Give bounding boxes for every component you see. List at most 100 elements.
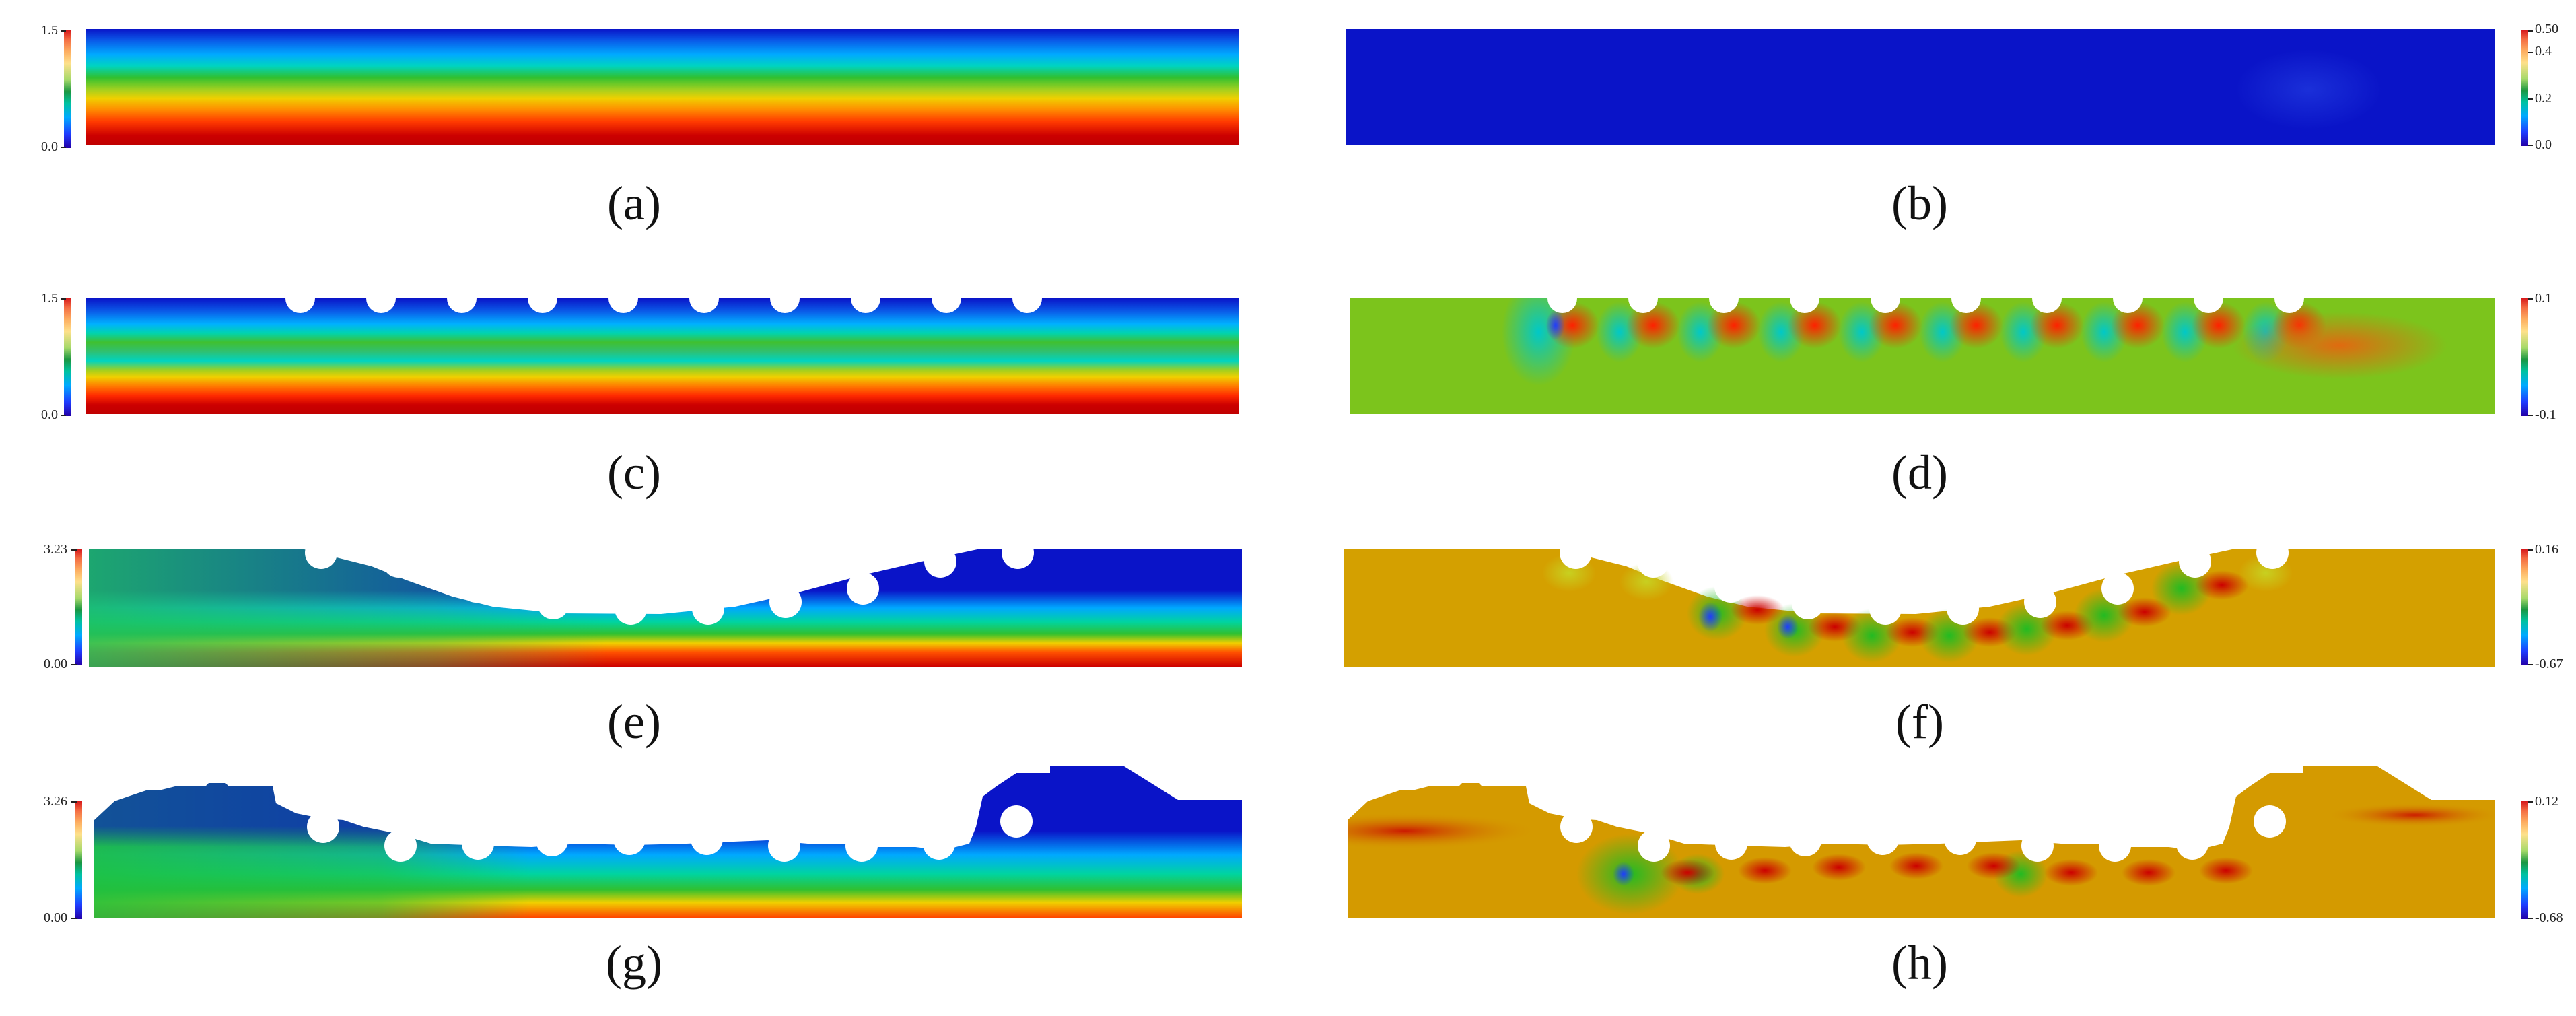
cylinder-hole — [847, 572, 879, 605]
cylinder-hole — [384, 829, 417, 862]
vortex-red — [2195, 570, 2249, 600]
vortex-blue — [1546, 310, 1565, 340]
cylinder-hole — [2101, 572, 2134, 605]
colorbar-d-max: 0.1 — [2535, 291, 2552, 306]
cylinder-hole — [1560, 811, 1593, 843]
holes-g — [307, 805, 1033, 862]
colorbar-f-max: 0.16 — [2535, 542, 2558, 557]
vortex-red — [1626, 302, 1680, 349]
cylinder-hole — [1789, 824, 1821, 856]
panel-e: 3.23 0.00 — [0, 539, 1279, 781]
cylinder-hole — [1869, 592, 1902, 625]
vortex-red — [1707, 302, 1761, 349]
colorbar-a — [64, 30, 71, 148]
vortex-red — [2192, 302, 2246, 349]
colorbar-g-min: 0.00 — [44, 910, 67, 925]
field-a — [86, 29, 1239, 145]
vortex-blue — [1698, 602, 1722, 632]
caption-d: (d) — [1891, 446, 1948, 500]
vortex-red — [2044, 859, 2098, 886]
vortex-red — [1889, 852, 1943, 879]
cylinder-hole — [2021, 829, 2054, 862]
cylinder-hole — [2099, 829, 2131, 862]
caption-b: (b) — [1891, 176, 1948, 230]
holes-c — [285, 298, 1042, 313]
colorbar-b — [2521, 30, 2528, 146]
colorbar-e — [75, 549, 82, 665]
vortex-red — [1812, 854, 1866, 881]
colorbar-d — [2521, 298, 2528, 416]
cylinder-hole — [1715, 827, 1747, 860]
holes-e — [305, 549, 1034, 625]
cylinder-hole — [2113, 298, 2143, 313]
cylinder-hole — [528, 298, 557, 313]
cylinder-hole — [537, 587, 569, 619]
caption-g: (g) — [606, 936, 662, 990]
cylinder-hole — [2176, 827, 2208, 860]
cylinder-hole — [1560, 549, 1592, 569]
colorbar-c-min: 0.0 — [41, 407, 58, 422]
cylinder-hole — [770, 298, 800, 313]
cylinder-hole — [366, 298, 396, 313]
cylinder-hole — [305, 549, 337, 569]
vortices-f — [1542, 549, 2293, 663]
wake-red — [2232, 312, 2447, 379]
field-e — [89, 549, 1242, 667]
colorbar-a-max: 1.5 — [41, 23, 58, 38]
cylinder-hole — [1628, 298, 1658, 313]
cylinder-hole — [1012, 298, 1042, 313]
caption-e: (e) — [607, 695, 661, 749]
colorbar-d-min: -0.1 — [2535, 407, 2556, 422]
caption-f: (f) — [1895, 695, 1944, 749]
cylinder-hole — [1947, 592, 1979, 625]
cylinder-hole — [1790, 298, 1819, 313]
vortex-red — [2199, 857, 2253, 884]
cylinder-hole — [2032, 298, 2062, 313]
caption-h: (h) — [1891, 936, 1948, 990]
colorbar-b-tick3: 0.0 — [2535, 137, 2552, 152]
cylinder-hole — [2274, 298, 2304, 313]
field-c — [86, 298, 1239, 414]
cylinder-hole — [1000, 805, 1033, 838]
caption-c: (c) — [607, 446, 661, 500]
cylinder-hole — [1871, 298, 1900, 313]
vortex-red — [1661, 859, 1714, 886]
cylinder-hole — [382, 549, 415, 578]
caption-a: (a) — [607, 176, 661, 230]
colorbar-b-tick1: 0.4 — [2535, 44, 2552, 59]
vortex-red — [1869, 302, 1922, 349]
colorbar-f — [2521, 549, 2528, 665]
cylinder-hole — [932, 298, 961, 313]
colorbar-h-max: 0.12 — [2535, 794, 2558, 809]
cylinder-hole — [1638, 829, 1670, 862]
cylinder-hole — [2254, 805, 2286, 838]
panel-f: 0.16 -0.67 (f) — [1279, 539, 2576, 781]
vortex-red — [1949, 302, 2003, 349]
cylinder-hole — [689, 298, 719, 313]
panel-a: 1.5 0.0 (a) — [0, 0, 1279, 242]
vortex-blue — [1613, 862, 1634, 886]
field-e-svg — [89, 549, 1242, 667]
colorbar-e-max: 3.23 — [44, 542, 67, 557]
cylinder-hole — [2179, 549, 2211, 578]
cylinder-hole — [923, 827, 955, 860]
cylinder-hole — [1951, 298, 1981, 313]
cylinder-hole — [613, 823, 646, 855]
vortex-blue — [1777, 615, 1799, 639]
colorbar-f-min: -0.67 — [2535, 656, 2563, 671]
field-g — [94, 759, 1242, 918]
cylinder-hole — [1709, 298, 1739, 313]
vortices-d — [1502, 298, 2447, 386]
vortices-h — [1560, 805, 2286, 914]
colorbar-a-min: 0.0 — [41, 139, 58, 154]
cylinder-hole — [447, 298, 477, 313]
vortex-red — [1788, 302, 1842, 349]
cylinder-hole — [536, 824, 568, 856]
colorbar-g-max: 3.26 — [44, 794, 67, 809]
cylinder-hole — [285, 298, 315, 313]
cylinder-hole — [1944, 823, 1976, 855]
cylinder-hole — [615, 592, 647, 625]
vortex-red — [1738, 857, 1792, 884]
vortex-red — [2122, 859, 2175, 886]
field-h — [1348, 759, 2495, 918]
